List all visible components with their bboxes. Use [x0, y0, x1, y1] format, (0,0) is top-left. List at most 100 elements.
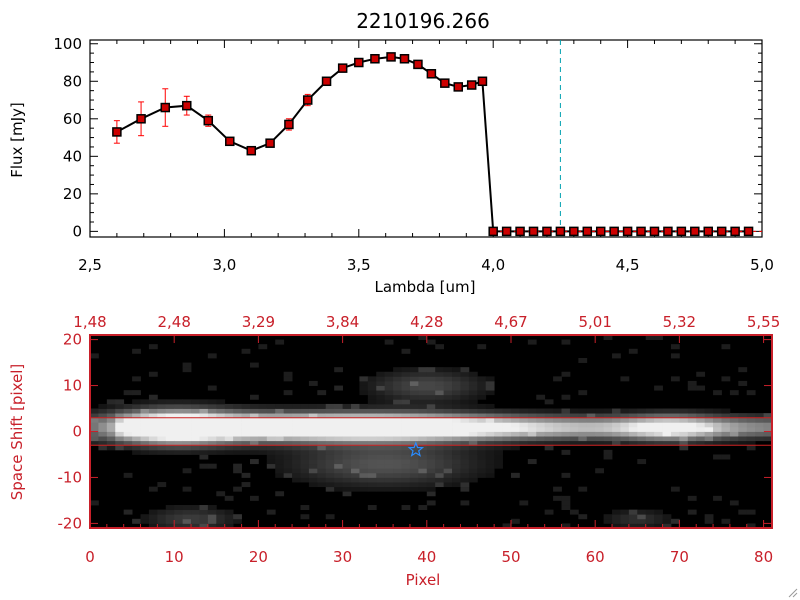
heatmap-cell	[191, 431, 200, 437]
heatmap-cell	[578, 486, 588, 492]
heatmap-cell	[578, 431, 588, 437]
heatmap-cell	[452, 385, 461, 391]
heatmap-cell	[90, 422, 99, 428]
heatmap-cell	[325, 445, 335, 451]
heatmap-cell	[519, 426, 529, 432]
heatmap-cell	[317, 436, 327, 442]
heatmap-cell	[376, 477, 386, 483]
heatmap-cell	[510, 426, 520, 432]
heatmap-cell	[191, 413, 200, 419]
heatmap-cell	[115, 436, 125, 442]
heatmap-cell	[182, 445, 192, 451]
heatmap-cell	[233, 486, 242, 492]
heatmap-cell	[435, 367, 445, 373]
heatmap-cell	[384, 371, 394, 377]
heatmap-cell	[418, 431, 428, 437]
heatmap-cell	[654, 523, 663, 529]
data-point	[716, 226, 727, 237]
heatmap-cell	[409, 408, 419, 414]
heatmap-cell	[165, 431, 175, 437]
heatmap-cell	[157, 399, 167, 405]
heatmap-cell	[662, 426, 672, 432]
heatmap-cell	[662, 431, 672, 437]
heatmap-cell	[376, 486, 386, 492]
heatmap-cell	[300, 514, 310, 520]
heatmap-cell	[612, 431, 621, 437]
heatmap-cell	[359, 385, 369, 391]
heatmap-cell	[249, 449, 259, 455]
heatmap-cell	[401, 486, 411, 492]
heatmap-cell	[393, 367, 402, 373]
heatmap-cell	[452, 463, 461, 469]
heatmap-cell	[502, 417, 512, 423]
heatmap-cell	[233, 436, 242, 442]
heatmap-cell	[443, 482, 453, 488]
heatmap-cell	[637, 426, 647, 432]
heatmap-cell	[182, 468, 192, 474]
heatmap-cell	[443, 422, 453, 428]
heatmap-cell	[696, 385, 706, 391]
x-tick-label: 4,5	[616, 256, 640, 274]
heatmap-cell	[157, 482, 167, 488]
heatmap-cell	[115, 408, 125, 414]
data-point	[466, 80, 477, 90]
heatmap-cell	[435, 408, 445, 414]
heatmap-cell	[755, 413, 764, 419]
data-point	[354, 57, 364, 68]
heatmap-cell	[275, 422, 285, 428]
heatmap-cell	[713, 417, 722, 423]
heatmap-cell	[578, 426, 588, 432]
heatmap-cell	[334, 459, 343, 465]
heatmap-cell	[342, 422, 352, 428]
heatmap-cell	[460, 408, 470, 414]
heatmap-cell	[729, 500, 739, 506]
heatmap-cell	[536, 440, 546, 446]
resize-grip-icon[interactable]	[786, 586, 798, 598]
heatmap-cell	[393, 422, 402, 428]
heatmap-cell	[468, 468, 478, 474]
heatmap-cell	[300, 422, 310, 428]
heatmap-cell	[409, 403, 419, 409]
x-tick-label: 2,5	[78, 256, 102, 274]
heatmap-cell	[485, 454, 495, 460]
heatmap-cell	[729, 422, 739, 428]
heatmap-cell	[308, 440, 318, 446]
heatmap-cell	[687, 385, 697, 391]
data-point	[426, 69, 437, 79]
heatmap-cell	[553, 431, 562, 437]
heatmap-cell	[300, 408, 310, 414]
heatmap-cell	[679, 422, 689, 428]
heatmap-cell	[763, 436, 773, 442]
heatmap-cell	[359, 426, 369, 432]
heatmap-cell	[300, 445, 310, 451]
heatmap-cell	[90, 436, 99, 442]
heatmap-cell	[275, 459, 285, 465]
heatmap-cell	[132, 417, 141, 423]
heatmap-cell	[148, 422, 158, 428]
heatmap-cell	[393, 390, 402, 396]
heatmap-cell	[435, 454, 445, 460]
heatmap-cell	[393, 431, 402, 437]
heatmap-cell	[207, 518, 217, 524]
heatmap-cell	[384, 482, 394, 488]
heatmap-cell	[132, 408, 141, 414]
heatmap-cell	[292, 449, 301, 455]
heatmap-cell	[376, 468, 386, 474]
heatmap-cell	[123, 436, 133, 442]
heatmap-cell	[755, 436, 764, 442]
heatmap-cell	[443, 472, 453, 478]
heatmap-cell	[460, 403, 470, 409]
heatmap-cell	[536, 436, 546, 442]
heatmap-cell	[106, 417, 116, 423]
heatmap-cell	[654, 509, 663, 515]
heatmap-cell	[645, 413, 655, 419]
heatmap-cell	[755, 431, 764, 437]
heatmap-cell	[452, 431, 461, 437]
heatmap-cell	[123, 390, 133, 396]
heatmap-cell	[561, 500, 571, 506]
heatmap-cell	[519, 422, 529, 428]
heatmap-cell	[224, 422, 234, 428]
heatmap-cell	[300, 440, 310, 446]
heatmap-cell	[687, 426, 697, 432]
heatmap-cell	[628, 408, 638, 414]
